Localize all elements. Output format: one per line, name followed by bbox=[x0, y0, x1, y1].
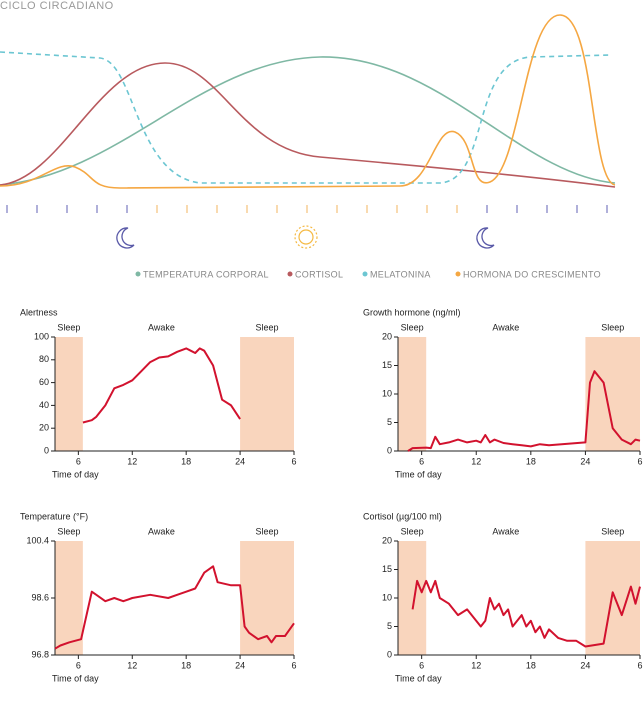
x-axis-label: Time of day bbox=[395, 469, 442, 479]
x-tick-label: 12 bbox=[471, 660, 481, 670]
moon-icon bbox=[116, 227, 135, 249]
data-line bbox=[411, 579, 641, 648]
y-tick-label: 100 bbox=[34, 331, 49, 341]
band-label: Sleep bbox=[401, 526, 424, 536]
band-label: Sleep bbox=[256, 322, 279, 332]
x-tick-label: 12 bbox=[127, 660, 137, 670]
band-label: Awake bbox=[492, 526, 519, 536]
illustration-title: CICLO CIRCADIANO bbox=[0, 0, 114, 12]
chart: Sleep Awake Sleep Temperature (°F) 96.8 98.6 1… bbox=[20, 511, 297, 683]
y-tick-label: 20 bbox=[382, 331, 392, 341]
data-line bbox=[82, 347, 241, 424]
y-tick-label: 40 bbox=[39, 400, 49, 410]
x-tick-label: 6 bbox=[76, 456, 81, 466]
x-tick-label: 6 bbox=[291, 660, 296, 670]
legend-swatch bbox=[455, 271, 461, 277]
growth-curve bbox=[0, 14, 616, 189]
x-axis-label: Time of day bbox=[395, 673, 442, 683]
x-tick-label: 18 bbox=[181, 456, 191, 466]
band-label: Sleep bbox=[401, 322, 424, 332]
x-tick-label: 18 bbox=[181, 660, 191, 670]
y-tick-label: 0 bbox=[387, 445, 392, 455]
cortisol-curve bbox=[0, 62, 616, 188]
y-tick-label: 20 bbox=[39, 423, 49, 433]
legend-swatch bbox=[287, 271, 293, 277]
chart-title: Cortisol (µg/100 ml) bbox=[363, 511, 442, 521]
x-tick-label: 18 bbox=[526, 456, 536, 466]
x-tick-label: 6 bbox=[637, 660, 642, 670]
y-tick-label: 96.8 bbox=[31, 649, 49, 659]
band-label: Awake bbox=[148, 526, 175, 536]
sleep-band bbox=[240, 337, 294, 451]
legend-label: MELATONINA bbox=[370, 269, 431, 279]
y-tick-label: 100.4 bbox=[26, 535, 49, 545]
band-label: Sleep bbox=[57, 526, 80, 536]
data-line bbox=[54, 565, 295, 650]
chart: Sleep Awake Sleep Cortisol (µg/100 ml) 0 5 10 1… bbox=[363, 511, 643, 683]
x-tick-label: 12 bbox=[471, 456, 481, 466]
legend-label: CORTISOL bbox=[295, 269, 343, 279]
x-tick-label: 6 bbox=[76, 660, 81, 670]
y-tick-label: 20 bbox=[382, 535, 392, 545]
legend-label: TEMPERATURA CORPORAL bbox=[143, 269, 269, 279]
y-tick-label: 0 bbox=[44, 445, 49, 455]
x-tick-label: 24 bbox=[235, 456, 245, 466]
sleep-band bbox=[240, 541, 294, 655]
circadian-curves bbox=[0, 14, 616, 189]
sleep-band bbox=[585, 541, 640, 655]
chart: Sleep Awake Sleep Alertness 0 20 40 60 80 100 6 12 1… bbox=[20, 307, 297, 479]
sleep-band bbox=[55, 541, 83, 655]
data-line bbox=[407, 370, 641, 452]
y-tick-label: 60 bbox=[39, 377, 49, 387]
y-tick-label: 15 bbox=[382, 360, 392, 370]
moon-icon bbox=[476, 227, 495, 249]
x-axis-label: Time of day bbox=[52, 673, 99, 683]
chart-title: Growth hormone (ng/ml) bbox=[363, 307, 461, 317]
y-tick-label: 5 bbox=[387, 417, 392, 427]
melatonin-curve bbox=[0, 51, 611, 184]
sleep-band bbox=[398, 337, 427, 451]
y-tick-label: 15 bbox=[382, 564, 392, 574]
band-label: Sleep bbox=[57, 322, 80, 332]
y-tick-label: 5 bbox=[387, 621, 392, 631]
sleep-band bbox=[585, 337, 640, 451]
x-tick-label: 6 bbox=[419, 456, 424, 466]
y-tick-label: 80 bbox=[39, 354, 49, 364]
band-label: Sleep bbox=[601, 526, 624, 536]
legend-swatch bbox=[135, 271, 141, 277]
x-tick-label: 12 bbox=[127, 456, 137, 466]
y-tick-label: 10 bbox=[382, 592, 392, 602]
y-tick-label: 0 bbox=[387, 649, 392, 659]
y-tick-label: 10 bbox=[382, 388, 392, 398]
x-tick-label: 6 bbox=[419, 660, 424, 670]
band-label: Sleep bbox=[256, 526, 279, 536]
legend: TEMPERATURA CORPORAL CORTISOL MELATONINA HO… bbox=[135, 269, 601, 279]
x-axis-label: Time of day bbox=[52, 469, 99, 479]
sleep-band bbox=[55, 337, 83, 451]
x-tick-label: 24 bbox=[580, 456, 590, 466]
x-tick-label: 24 bbox=[235, 660, 245, 670]
temperature-curve bbox=[0, 56, 616, 186]
x-tick-label: 18 bbox=[526, 660, 536, 670]
legend-label: HORMONA DO CRESCIMENTO bbox=[463, 269, 601, 279]
sun-icon bbox=[294, 225, 318, 249]
band-label: Awake bbox=[492, 322, 519, 332]
x-tick-label: 24 bbox=[580, 660, 590, 670]
time-ticks bbox=[6, 205, 608, 213]
sleep-band bbox=[398, 541, 427, 655]
x-tick-label: 6 bbox=[637, 456, 642, 466]
y-tick-label: 98.6 bbox=[31, 592, 49, 602]
x-tick-label: 6 bbox=[291, 456, 296, 466]
band-label: Sleep bbox=[601, 322, 624, 332]
chart-title: Temperature (°F) bbox=[20, 511, 88, 521]
legend-swatch bbox=[362, 271, 368, 277]
chart-title: Alertness bbox=[20, 307, 58, 317]
chart: Sleep Awake Sleep Growth hormone (ng/ml) 0 5 1… bbox=[363, 307, 643, 479]
band-label: Awake bbox=[148, 322, 175, 332]
